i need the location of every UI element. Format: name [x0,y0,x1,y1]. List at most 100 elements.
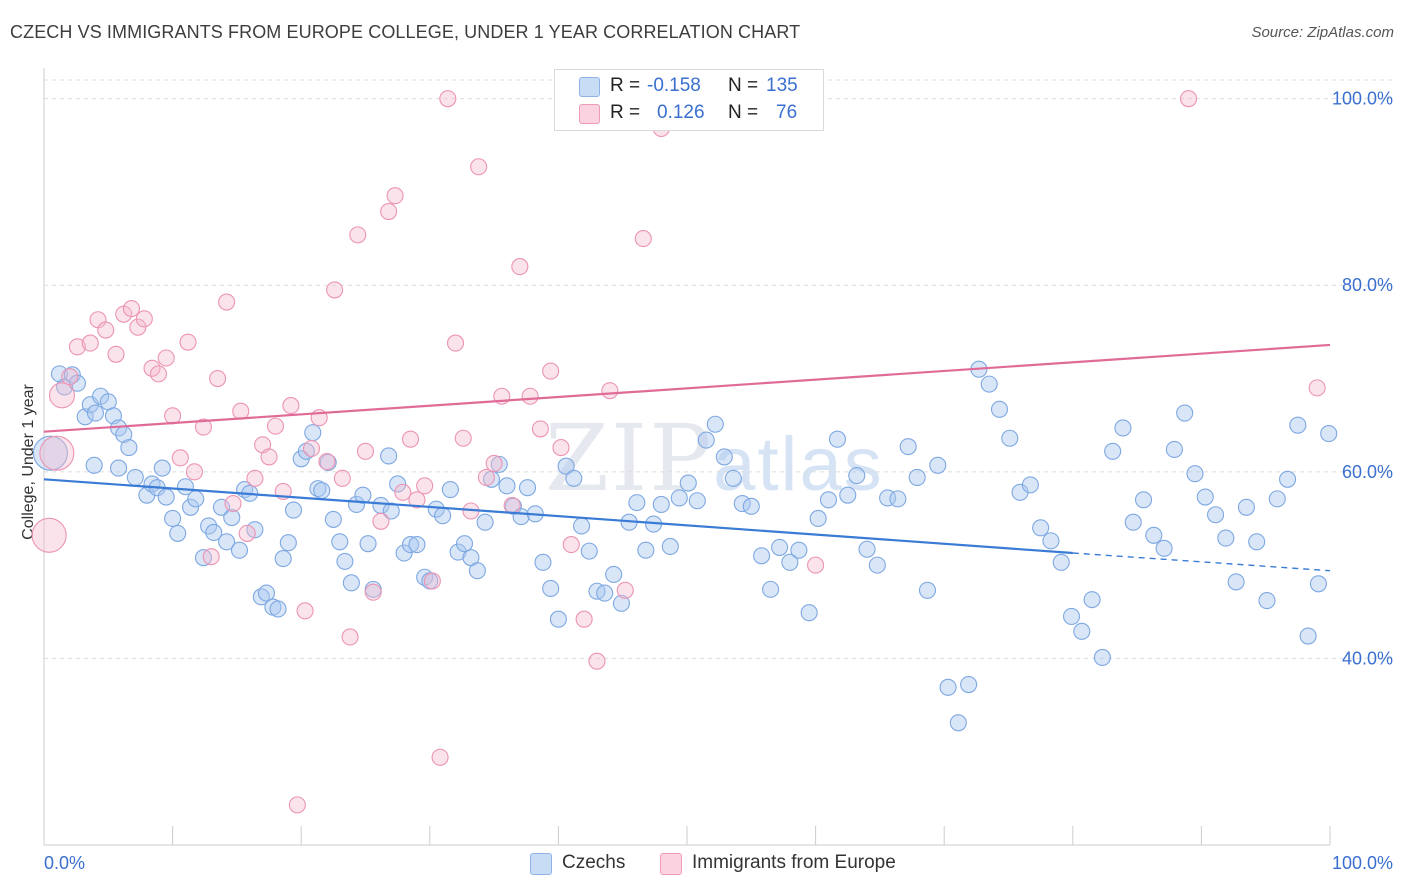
czechs-point [269,600,287,618]
y-tick-label: 40.0% [1342,648,1393,668]
czechs-point [157,488,175,506]
czechs-point [1124,513,1142,531]
czechs-point [908,468,926,486]
czechs-point [828,430,847,448]
immigrants-point [135,310,153,328]
czechs-point [297,442,315,460]
czechs-point [960,675,978,694]
czechs-point [612,594,630,612]
x-tick-label: 0.0% [44,853,85,873]
immigrants-point [562,536,580,554]
r-value: 0.126 [657,102,705,123]
immigrants-point [511,258,529,276]
immigrants-point [97,321,115,339]
czechs-point [1093,648,1111,667]
immigrants-point [616,581,634,599]
immigrants-point [394,483,412,501]
czechs-point [980,375,998,393]
immigrants-swatch [579,104,600,124]
czechs-point [120,439,138,457]
czechs-point [929,456,947,474]
immigrants-point [439,90,457,108]
czechs-point [1134,491,1153,509]
bottom-legend-label: Czechs [562,852,626,873]
czechs-point [1021,476,1039,494]
czechs-point [534,553,552,571]
czechs-point [899,438,917,456]
czechs-point [1165,440,1183,458]
immigrants-point [288,796,306,814]
czechs-point [169,524,187,542]
czechs-point [1289,416,1307,434]
czechs-point [490,455,508,473]
n-value: 76 [776,102,798,123]
czechs-point [257,584,276,602]
czechs-point [580,542,598,560]
czechs-point [889,490,907,508]
czechs-point [336,552,354,570]
czechs-point [800,604,818,622]
immigrants-point [260,448,278,466]
immigrants-point [588,652,606,670]
immigrants-point [218,293,236,311]
czechs-point [652,495,670,514]
immigrants-point [61,368,79,386]
immigrants-point [531,420,549,438]
czechs-point [164,509,182,528]
czechs-point [279,534,297,552]
x-tick-label: 100.0% [1332,853,1393,873]
bottom-legend-czechs: Czechs [530,851,650,877]
czechs-point [868,556,886,574]
immigrants-point [386,187,404,205]
czechs-point [153,459,171,477]
czechs-point [1114,419,1132,437]
immigrants-point [634,230,652,248]
czechs-point [223,508,241,527]
czechs-point [918,581,937,599]
czechs-point [274,550,292,568]
czechs-point [790,541,808,559]
immigrants-point [364,583,382,601]
czechs-point [304,424,322,442]
czechs-point [858,540,876,558]
immigrants-point [470,158,488,176]
bottom-legend-immigrants: Immigrants from Europe [660,851,920,877]
czechs-point [1186,465,1204,483]
czechs-point [389,475,407,493]
czechs-point [434,507,452,525]
czechs-point [1155,539,1173,557]
immigrants-point [238,524,256,542]
czechs-point [771,538,789,556]
czechs-point [742,497,760,515]
immigrants-point [157,349,175,367]
czechs-point [753,547,771,565]
czechs-point [1258,592,1276,610]
czechs-point [1073,622,1091,640]
czechs-point [1299,627,1317,645]
czechs-swatch [530,853,552,875]
immigrants-point [209,369,227,388]
immigrants-point [446,334,465,352]
immigrants-point [416,477,434,495]
immigrants-point [423,572,441,590]
czechs-point [468,562,486,580]
czechs-point [1279,470,1297,488]
immigrants-point [1308,379,1326,397]
czechs-point [628,494,646,512]
czechs-point [1062,607,1081,625]
czechs-point [819,491,838,509]
czechs-trend-extension [1072,552,1331,572]
immigrants-point [31,517,67,553]
czechs-point [1196,488,1214,506]
immigrants-point [401,430,420,448]
immigrants-point [185,463,204,481]
czechs-point [637,541,655,559]
czechs-point [1176,404,1194,422]
czechs-point [1083,591,1101,609]
immigrants-point [171,449,189,467]
czechs-point [1309,575,1327,593]
czechs-swatch [579,77,600,97]
n-label: N = [728,75,759,96]
immigrants-point [542,362,560,380]
r-value: -0.158 [647,75,701,96]
